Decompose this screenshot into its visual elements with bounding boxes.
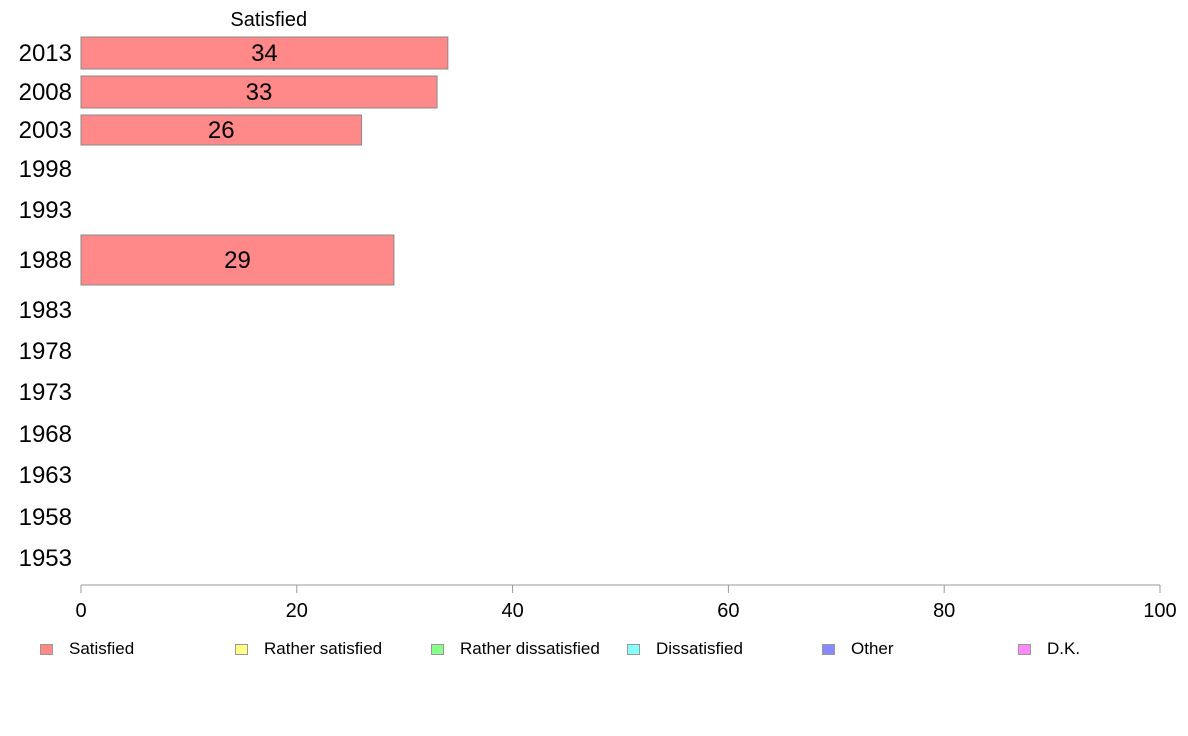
bar-chart: Satisfied 2013 2008 2003 1998 1993 1988 1983 197… bbox=[19, 9, 1177, 622]
category-label-2013: 2013 bbox=[19, 40, 72, 67]
legend-item-rather-dissatisfied: Rather dissatisfied bbox=[431, 636, 600, 662]
legend-label-dk: D.K. bbox=[1047, 639, 1081, 658]
category-label-2008: 2008 bbox=[19, 79, 72, 106]
bar-value-label-2013: 34 bbox=[251, 40, 278, 67]
category-label-1993: 1993 bbox=[19, 197, 72, 224]
category-label-1963: 1963 bbox=[19, 462, 72, 489]
bar-value-label-1988: 29 bbox=[224, 247, 251, 274]
legend-swatch-satisfied bbox=[40, 643, 53, 655]
legend: Satisfied Rather satisfied Rather dissat… bbox=[0, 636, 1188, 662]
legend-label-rather-satisfied: Rather satisfied bbox=[264, 639, 383, 658]
category-label-1973: 1973 bbox=[19, 379, 72, 406]
legend-label-other: Other bbox=[851, 639, 894, 658]
legend-item-rather-satisfied: Rather satisfied bbox=[235, 636, 382, 662]
x-tick-label-40: 40 bbox=[501, 600, 523, 622]
bar-2013 bbox=[80, 36, 449, 70]
x-tick-label-0: 0 bbox=[75, 600, 86, 622]
legend-label-rather-dissatisfied: Rather dissatisfied bbox=[460, 639, 600, 658]
category-label-1998: 1998 bbox=[19, 156, 72, 183]
legend-item-dissatisfied: Dissatisfied bbox=[627, 636, 743, 662]
legend-swatch-dissatisfied bbox=[627, 643, 640, 655]
category-label-1968: 1968 bbox=[19, 421, 72, 448]
x-tick-label-60: 60 bbox=[717, 600, 739, 622]
bar-value-label-2008: 33 bbox=[246, 79, 273, 106]
legend-swatch-dk bbox=[1018, 643, 1031, 655]
category-label-1983: 1983 bbox=[19, 297, 72, 324]
legend-item-satisfied: Satisfied bbox=[40, 636, 134, 662]
legend-label-dissatisfied: Dissatisfied bbox=[656, 639, 743, 658]
category-label-1953: 1953 bbox=[19, 545, 72, 572]
bar-value-label-2003: 26 bbox=[208, 117, 235, 144]
category-label-1988: 1988 bbox=[19, 247, 72, 274]
series-title: Satisfied bbox=[230, 9, 307, 31]
legend-swatch-other bbox=[822, 643, 835, 655]
legend-label-satisfied: Satisfied bbox=[69, 639, 135, 658]
category-label-1978: 1978 bbox=[19, 338, 72, 365]
x-tick-label-20: 20 bbox=[286, 600, 308, 622]
category-label-2003: 2003 bbox=[19, 117, 72, 144]
legend-item-other: Other bbox=[822, 636, 894, 662]
legend-swatch-rather-satisfied bbox=[235, 643, 248, 655]
legend-swatch-rather-dissatisfied bbox=[431, 643, 444, 655]
bar-2003 bbox=[80, 114, 363, 146]
x-tick-label-80: 80 bbox=[933, 600, 955, 622]
bar-1988 bbox=[80, 234, 395, 286]
category-label-1958: 1958 bbox=[19, 504, 72, 531]
bar-2008 bbox=[80, 75, 438, 109]
x-tick-label-100: 100 bbox=[1143, 600, 1176, 622]
legend-item-dk: D.K. bbox=[1018, 636, 1080, 662]
